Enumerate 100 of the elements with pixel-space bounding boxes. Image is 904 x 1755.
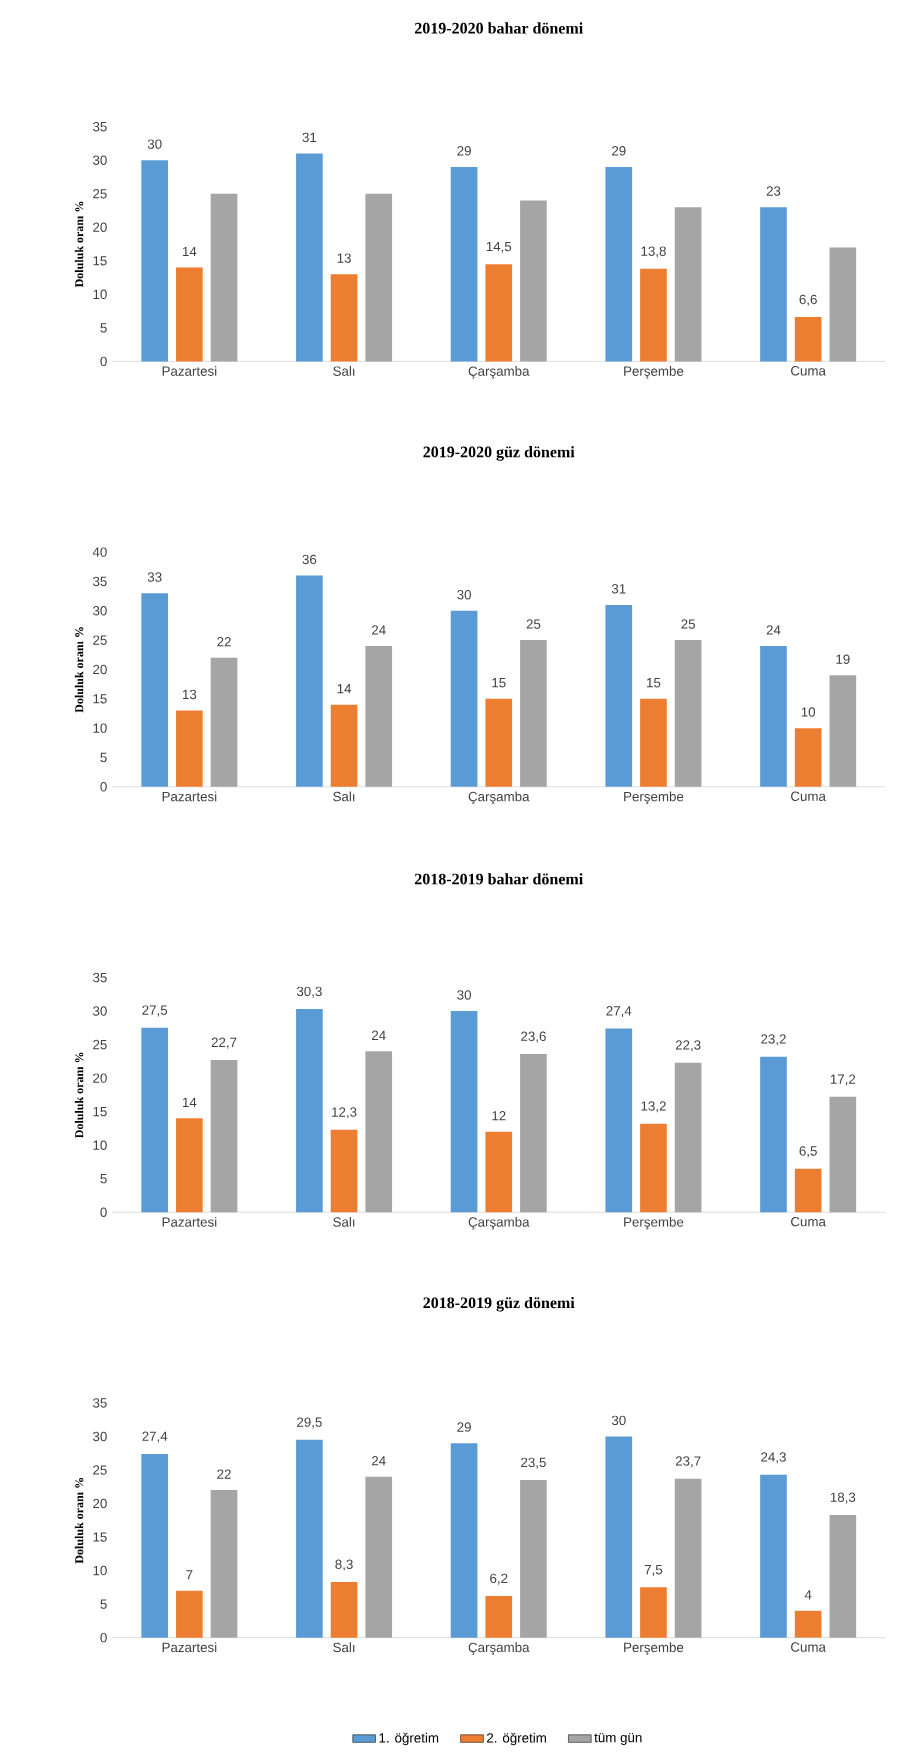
bar <box>175 1590 203 1638</box>
bar <box>640 1123 667 1213</box>
y-axis-title: Doluluk oranı % <box>74 627 84 713</box>
data-label: 24 <box>371 1456 386 1466</box>
data-label: 8,3 <box>335 1559 353 1571</box>
data-label: 23,2 <box>761 1034 786 1046</box>
y-tick-label: 5 <box>100 752 107 763</box>
data-label: 30 <box>147 139 162 149</box>
y-tick-label: 0 <box>100 782 107 792</box>
data-label: 14 <box>182 1097 197 1107</box>
y-tick-label: 25 <box>93 1039 107 1050</box>
bar <box>760 207 787 362</box>
data-label: 13,8 <box>641 246 666 258</box>
data-label: 4 <box>804 1590 812 1600</box>
y-tick-label: 5 <box>100 1599 107 1609</box>
y-tick-label: 5 <box>100 1174 107 1184</box>
data-label: 18,3 <box>830 1492 856 1504</box>
y-tick-label: 20 <box>93 222 107 232</box>
data-label: 23 <box>766 186 781 196</box>
bar <box>141 1027 168 1213</box>
bar <box>485 1131 513 1213</box>
y-tick-label: 20 <box>93 1073 107 1083</box>
data-label: 30,3 <box>296 986 322 998</box>
x-tick-label: Pazartesi <box>162 791 217 802</box>
bar <box>640 1587 667 1638</box>
bar <box>295 1439 323 1638</box>
data-label: 12,3 <box>332 1107 357 1119</box>
x-tick-label: Çarşamba <box>468 791 530 804</box>
bar <box>295 575 323 787</box>
data-label: 6,6 <box>799 294 817 306</box>
bar <box>330 1581 358 1638</box>
data-label: 7,5 <box>644 1565 663 1576</box>
y-tick-label: 35 <box>92 576 107 587</box>
y-tick-label: 0 <box>100 1632 107 1643</box>
data-label: 22 <box>217 637 231 647</box>
bar <box>520 1053 547 1213</box>
data-label: 27,4 <box>142 1431 168 1443</box>
data-label: 10 <box>801 707 815 717</box>
data-label: 23,6 <box>521 1031 546 1043</box>
bar <box>210 1060 238 1213</box>
y-tick-label: 30 <box>92 155 107 165</box>
bar <box>794 728 822 787</box>
y-tick-label: 25 <box>93 189 107 199</box>
legend-label: tüm gün <box>594 1732 642 1745</box>
data-label: 24 <box>371 1030 386 1040</box>
y-tick-label: 5 <box>100 323 107 333</box>
x-tick-label: Pazartesi <box>162 1642 217 1653</box>
data-label: 13 <box>182 689 197 700</box>
data-label: 36 <box>302 554 317 565</box>
y-tick-label: 15 <box>93 1532 107 1542</box>
data-label: 13 <box>337 253 351 263</box>
y-axis-title: Doluluk oranı % <box>74 1478 84 1564</box>
data-label: 24 <box>371 625 386 635</box>
legend-label: 1. öğretim <box>379 1732 439 1746</box>
chart-title: 2018-2019 bahar dönemi <box>414 873 583 885</box>
y-tick-label: 35 <box>92 972 107 983</box>
data-label: 25 <box>681 619 695 629</box>
x-tick-label: Çarşamba <box>468 366 530 379</box>
x-tick-label: Salı <box>333 366 355 376</box>
x-tick-label: Perşembe <box>624 1642 684 1655</box>
bar <box>141 160 168 362</box>
x-tick-label: Pazartesi <box>162 366 217 376</box>
data-label: 30 <box>611 1415 626 1426</box>
y-tick-label: 10 <box>93 289 107 300</box>
data-label: 24 <box>766 625 781 635</box>
x-tick-label: Pazartesi <box>162 1216 217 1227</box>
data-label: 33 <box>147 572 162 582</box>
bar <box>450 610 478 787</box>
y-tick-label: 30 <box>92 1431 107 1442</box>
bar <box>365 193 392 362</box>
data-label: 14 <box>182 246 197 257</box>
y-tick-label: 15 <box>93 1106 107 1117</box>
x-tick-label: Salı <box>333 791 355 802</box>
bar <box>450 1011 478 1213</box>
data-label: 14,5 <box>486 241 512 253</box>
bar <box>175 267 203 362</box>
data-label: 6,2 <box>490 1573 508 1585</box>
bar <box>794 317 822 362</box>
data-label: 17,2 <box>830 1074 856 1086</box>
x-tick-label: Salı <box>333 1216 355 1227</box>
bar <box>829 1514 857 1638</box>
x-tick-label: Çarşamba <box>468 1642 530 1655</box>
data-label: 19 <box>836 654 850 664</box>
bar <box>450 166 478 362</box>
bar <box>365 1476 392 1638</box>
y-tick-label: 15 <box>93 256 107 266</box>
y-tick-label: 0 <box>100 1207 107 1217</box>
data-label: 31 <box>611 584 626 594</box>
y-tick-label: 30 <box>92 1006 107 1016</box>
bar <box>330 704 358 787</box>
bar <box>829 1096 857 1213</box>
bar <box>295 153 323 362</box>
bar <box>520 1480 547 1638</box>
y-axis-title: Doluluk oranı % <box>74 1052 84 1139</box>
data-label: 22,7 <box>211 1037 237 1049</box>
bar <box>605 1028 633 1213</box>
y-tick-label: 0 <box>100 356 107 367</box>
data-label: 15 <box>646 678 661 688</box>
x-tick-label: Cuma <box>790 791 826 801</box>
bar <box>760 1474 787 1638</box>
